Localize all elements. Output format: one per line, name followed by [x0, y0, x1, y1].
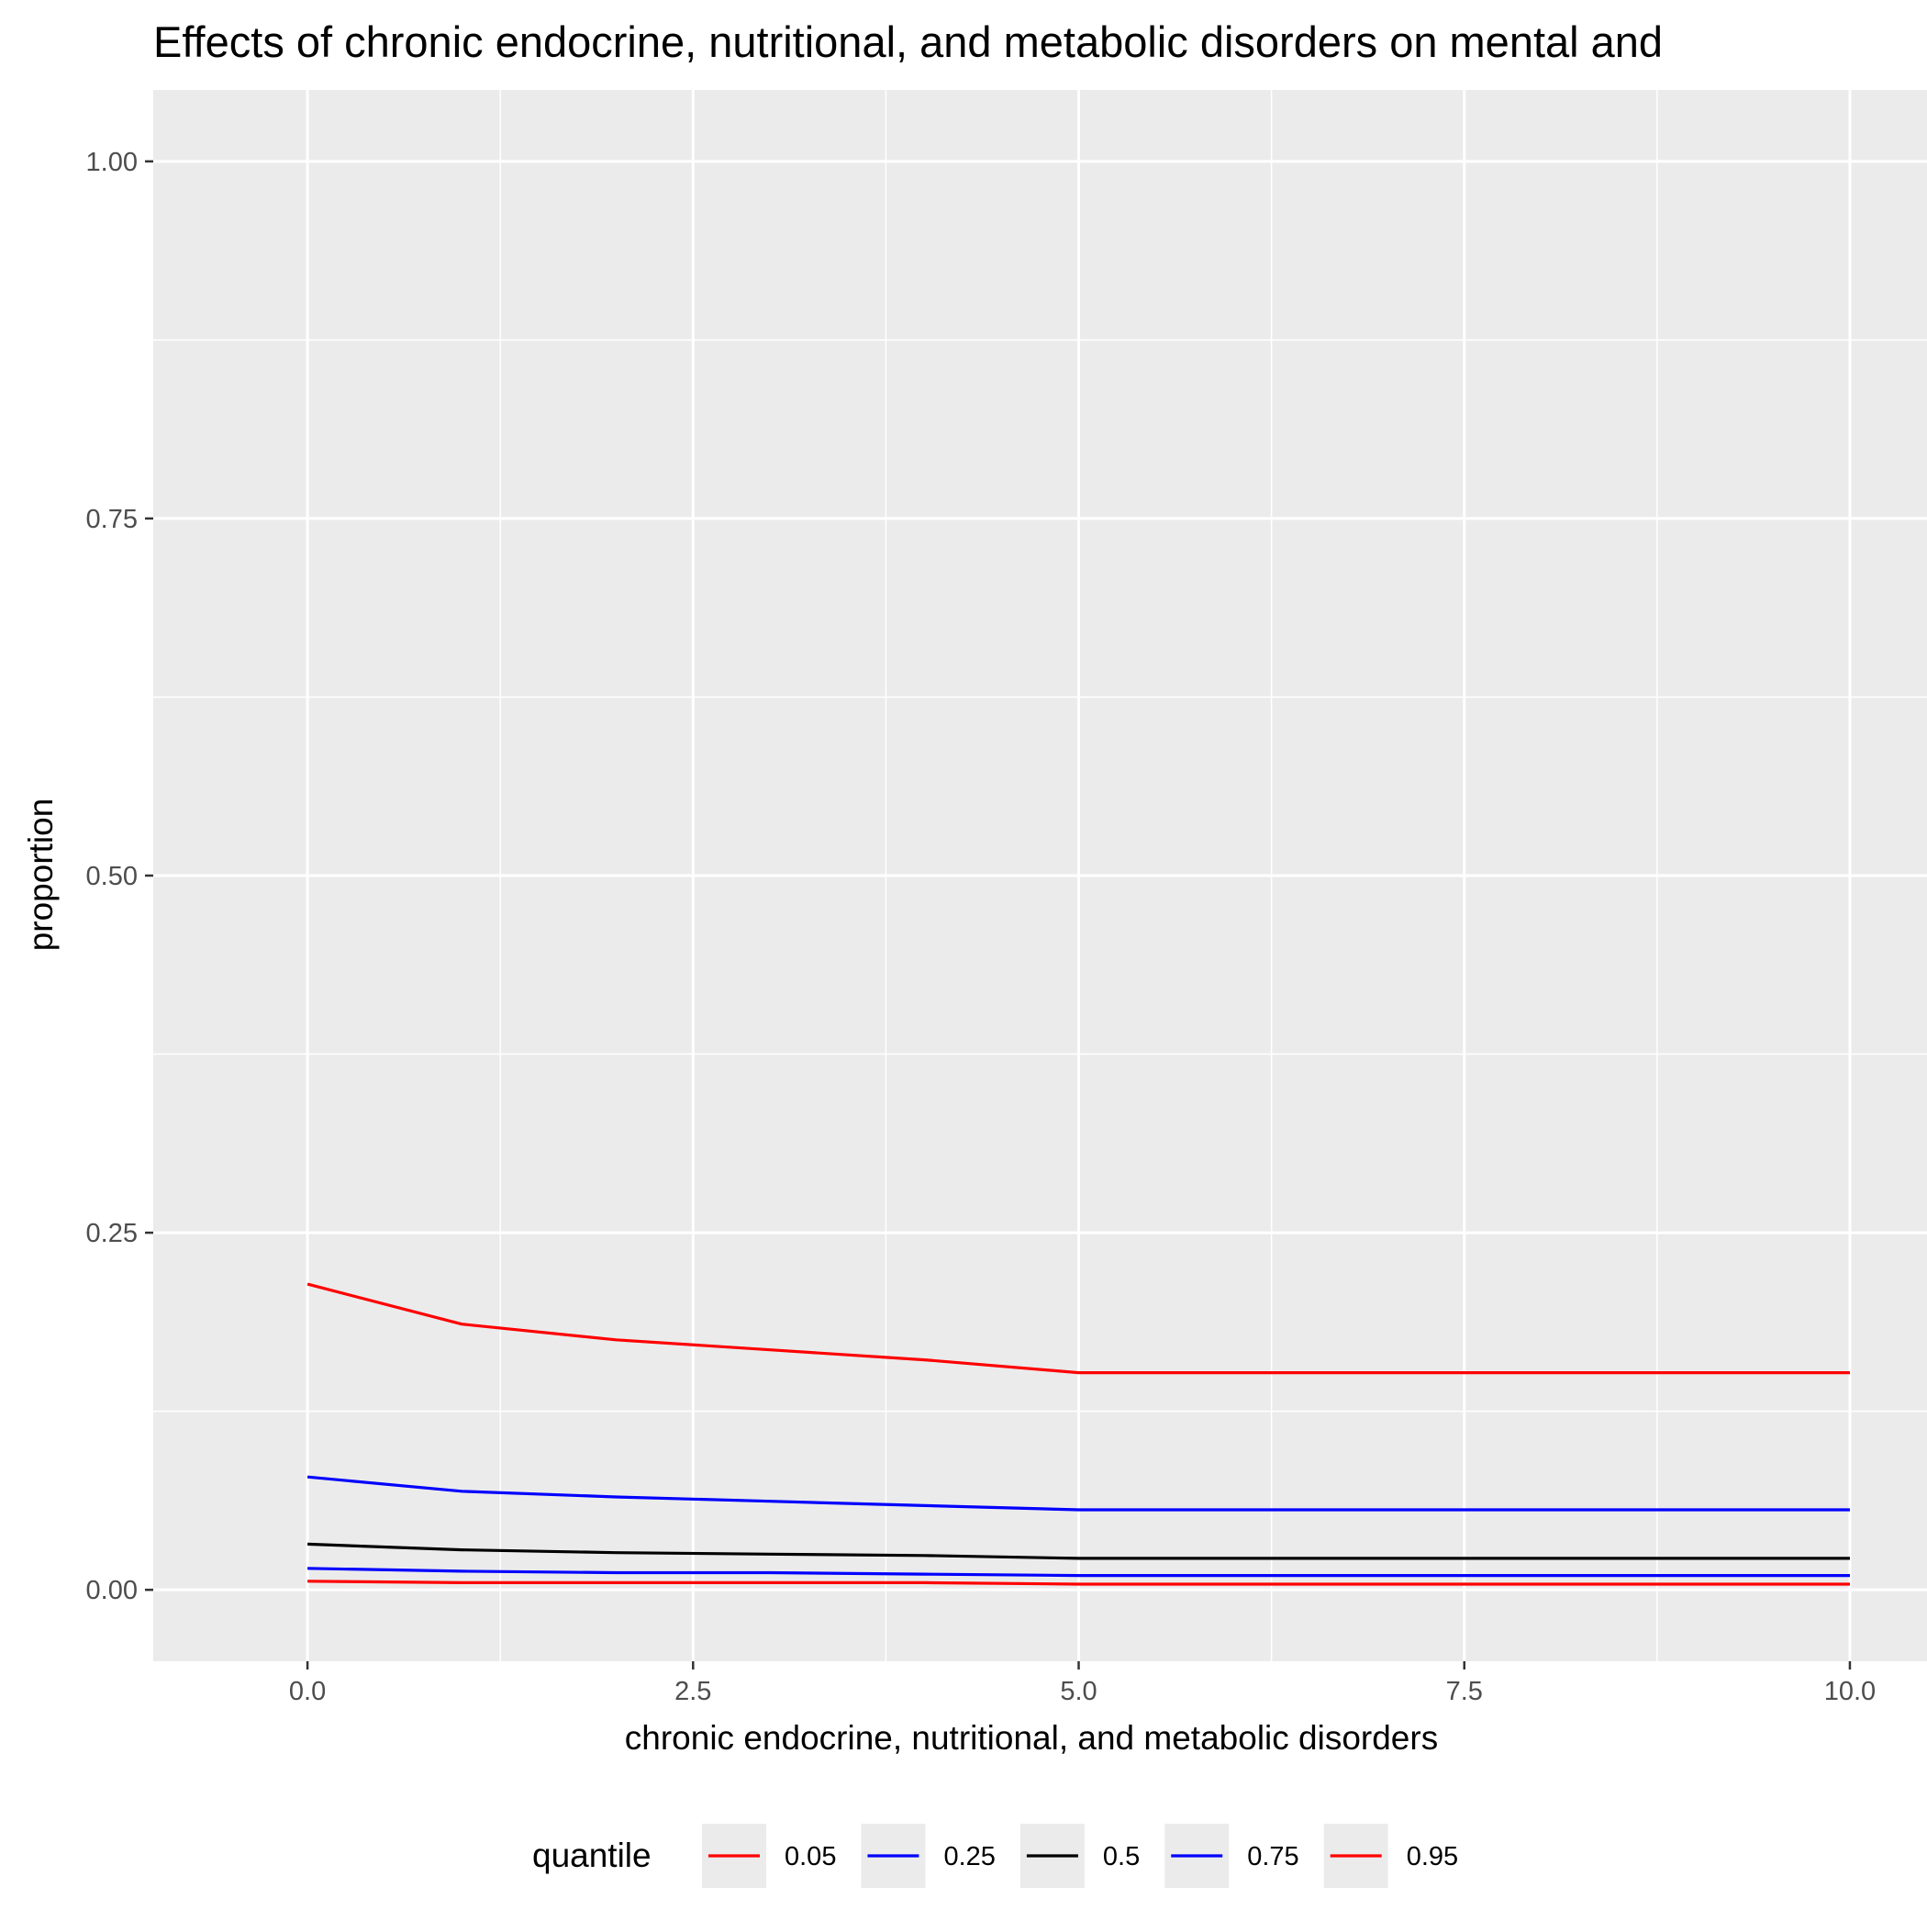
y-tick-label: 0.00	[86, 1576, 138, 1605]
legend-item: 0.95	[1323, 1824, 1458, 1888]
y-axis: 0.00 0.25 0.50 0.75 1.00	[86, 148, 153, 1605]
series-lines	[306, 1282, 1850, 1586]
series-line-0-5	[307, 1542, 1850, 1560]
legend-item: 0.25	[861, 1824, 996, 1888]
x-tick-label: 5.0	[1060, 1677, 1097, 1706]
x-axis: 0.0 2.5 5.0 7.5 10.0	[289, 1661, 1876, 1706]
y-tick-label: 0.25	[86, 1219, 138, 1248]
legend-item: 0.05	[702, 1824, 836, 1888]
x-tick-label: 7.5	[1446, 1677, 1483, 1706]
legend-label: 0.5	[1103, 1842, 1140, 1871]
x-axis-title: chronic endocrine, nutritional, and meta…	[625, 1719, 1438, 1757]
chart-title: Effects of chronic endocrine, nutritiona…	[153, 17, 1663, 66]
legend-item: 0.5	[1019, 1824, 1140, 1888]
legend: quantile 0.05 0.25 0.5 0.75 0.95	[532, 1824, 1458, 1888]
series-line-0-95	[306, 1282, 1850, 1375]
y-tick-label: 0.75	[86, 505, 138, 534]
x-tick-label: 10.0	[1824, 1677, 1876, 1706]
legend-label: 0.75	[1247, 1842, 1298, 1871]
series-line-0-75	[306, 1475, 1850, 1512]
legend-label: 0.25	[943, 1842, 995, 1871]
y-tick-label: 0.50	[86, 862, 138, 891]
legend-label: 0.95	[1407, 1842, 1458, 1871]
y-axis-title: proportion	[22, 798, 60, 952]
series-line-0-25	[307, 1567, 1850, 1578]
y-tick-label: 1.00	[86, 148, 138, 177]
series-line-0-05	[307, 1580, 1850, 1586]
legend-items: 0.05 0.25 0.5 0.75 0.95	[702, 1824, 1458, 1888]
x-tick-label: 0.0	[289, 1677, 326, 1706]
grid-major	[153, 90, 1927, 1661]
legend-title: quantile	[532, 1837, 652, 1874]
legend-item: 0.75	[1164, 1824, 1299, 1888]
x-tick-label: 2.5	[674, 1677, 711, 1706]
legend-label: 0.05	[785, 1842, 836, 1871]
